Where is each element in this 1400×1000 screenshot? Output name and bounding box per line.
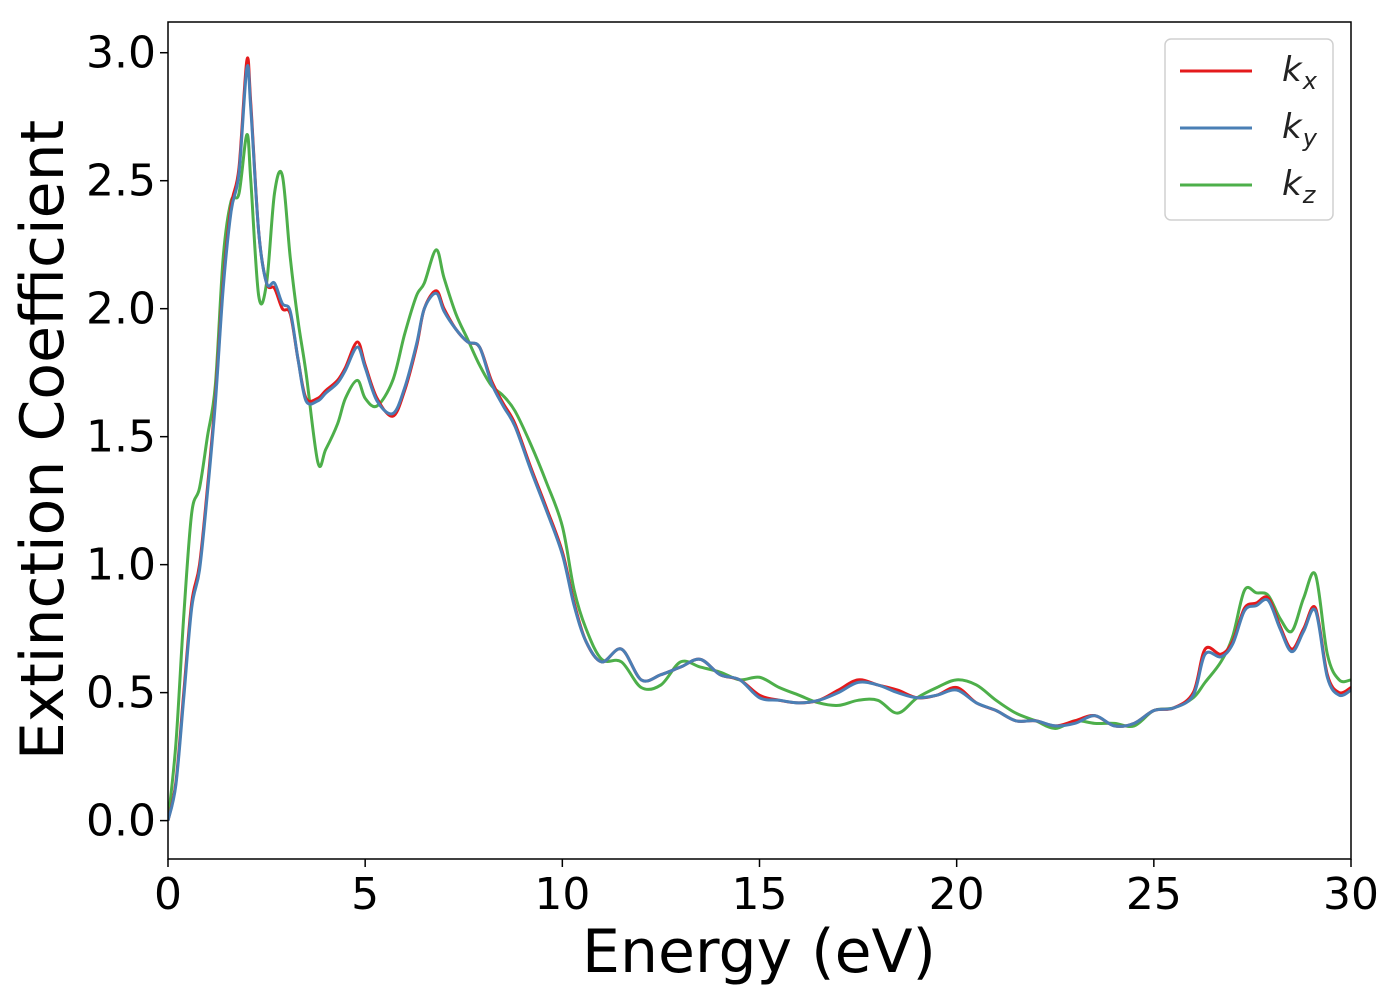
series-line-k_y [168,64,1351,821]
x-tick-label: 10 [534,869,590,920]
y-tick-label: 2.0 [86,284,156,335]
x-tick-label: 20 [929,869,985,920]
x-tick-label: 0 [154,869,182,920]
legend-label-k_y: ky [1282,107,1318,152]
y-tick-label: 0.5 [86,668,156,719]
x-tick-label: 30 [1323,869,1379,920]
legend-label-k_x: kx [1282,50,1318,95]
x-tick-label: 25 [1126,869,1182,920]
y-axis-ticks: 0.0 0.5 1.0 1.5 2.0 2.5 3.0 [86,28,168,847]
legend: kx ky kz [1164,38,1334,221]
y-tick-label: 0.0 [86,796,156,847]
x-tick-label: 15 [732,869,788,920]
x-axis-ticks: 0 5 10 15 20 25 30 [154,859,1379,920]
y-tick-label: 1.5 [86,412,156,463]
x-axis-label: Energy (eV) [582,917,936,987]
series-layer [168,56,1351,821]
y-tick-label: 1.0 [86,540,156,591]
legend-label-k_z: kz [1282,164,1317,209]
y-axis-label: Extinction Coefficient [8,120,78,760]
y-tick-label: 3.0 [86,28,156,79]
series-line-k_z [168,133,1351,821]
x-tick-label: 5 [351,869,379,920]
y-tick-label: 2.5 [86,156,156,207]
